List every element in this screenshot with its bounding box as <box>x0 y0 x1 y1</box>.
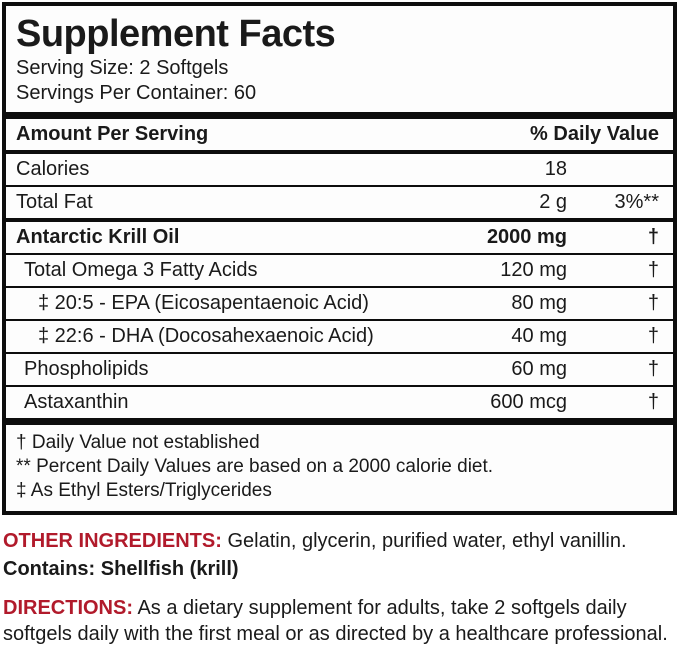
row-amount: 40 mg <box>511 325 567 347</box>
row-daily-value: † <box>647 292 659 314</box>
row-amount: 80 mg <box>511 292 567 314</box>
divider-thick-top <box>6 112 673 119</box>
row-daily-value: † <box>647 391 659 413</box>
servings-per-container: Servings Per Container: 60 <box>16 82 257 104</box>
row-name: ‡ 20:5 - EPA (Eicosapentaenoic Acid) <box>38 292 369 314</box>
table-row: Total Omega 3 Fatty Acids 120 mg † <box>6 253 673 286</box>
row-amount: 120 mg <box>500 259 567 281</box>
table-row: ‡ 20:5 - EPA (Eicosapentaenoic Acid) 80 m… <box>6 286 673 319</box>
row-amount: 2000 mg <box>486 226 567 248</box>
row-amount: 2 g <box>539 191 567 213</box>
amount-per-serving-header: Amount Per Serving <box>16 123 209 145</box>
table-row: Astaxanthin 600 mcg † <box>6 385 673 418</box>
divider-medium-header <box>6 150 673 154</box>
table-row: Phospholipids 60 mg † <box>6 352 673 385</box>
row-name: ‡ 22:6 - DHA (Docosahexaenoic Acid) <box>38 325 374 347</box>
footnote-line: † Daily Value not established <box>16 432 260 453</box>
row-daily-value: † <box>647 226 659 248</box>
row-name: Total Fat <box>16 191 93 213</box>
directions: DIRECTIONS: As a dietary supplement for … <box>3 595 675 647</box>
contains-statement: Contains: Shellfish (krill) <box>3 558 239 580</box>
row-daily-value: † <box>647 358 659 380</box>
footnote-line: ** Percent Daily Values are based on a 2… <box>16 456 494 477</box>
row-amount: 18 <box>544 158 567 180</box>
row-name: Antarctic Krill Oil <box>16 226 180 248</box>
table-row: ‡ 22:6 - DHA (Docosahexaenoic Acid) 40 mg… <box>6 319 673 352</box>
panel-title: Supplement Facts <box>16 13 336 55</box>
row-amount: 60 mg <box>511 358 567 380</box>
divider-thick-bottom <box>6 418 673 425</box>
row-name: Total Omega 3 Fatty Acids <box>24 259 258 281</box>
footnote-line: ‡ As Ethyl Esters/Triglycerides <box>16 480 272 501</box>
supplement-facts-panel: Supplement Facts Serving Size: 2 Softgel… <box>2 2 677 515</box>
table-row: Calories 18 <box>6 154 673 185</box>
table-row: Antarctic Krill Oil 2000 mg † <box>6 218 673 253</box>
serving-size: Serving Size: 2 Softgels <box>16 57 229 79</box>
row-name: Phospholipids <box>24 358 149 380</box>
row-daily-value: † <box>647 259 659 281</box>
row-name: Calories <box>16 158 90 180</box>
footnotes: † Daily Value not established ** Percent … <box>6 425 673 511</box>
column-header-row: Amount Per Serving % Daily Value <box>6 119 673 150</box>
directions-label: DIRECTIONS: <box>3 597 133 619</box>
other-ingredients: OTHER INGREDIENTS: Gelatin, glycerin, pu… <box>3 528 675 554</box>
other-ingredients-label: OTHER INGREDIENTS: <box>3 530 222 552</box>
other-ingredients-text: Gelatin, glycerin, purified water, ethyl… <box>227 530 627 552</box>
row-amount: 600 mcg <box>490 391 567 413</box>
facts-rows: Calories 18 Total Fat 2 g 3%** Antarctic Kril… <box>6 154 673 418</box>
daily-value-header: % Daily Value <box>530 123 659 145</box>
row-daily-value: 3%** <box>614 191 659 213</box>
row-daily-value: † <box>647 325 659 347</box>
row-name: Astaxanthin <box>24 391 129 413</box>
table-row: Total Fat 2 g 3%** <box>6 185 673 218</box>
